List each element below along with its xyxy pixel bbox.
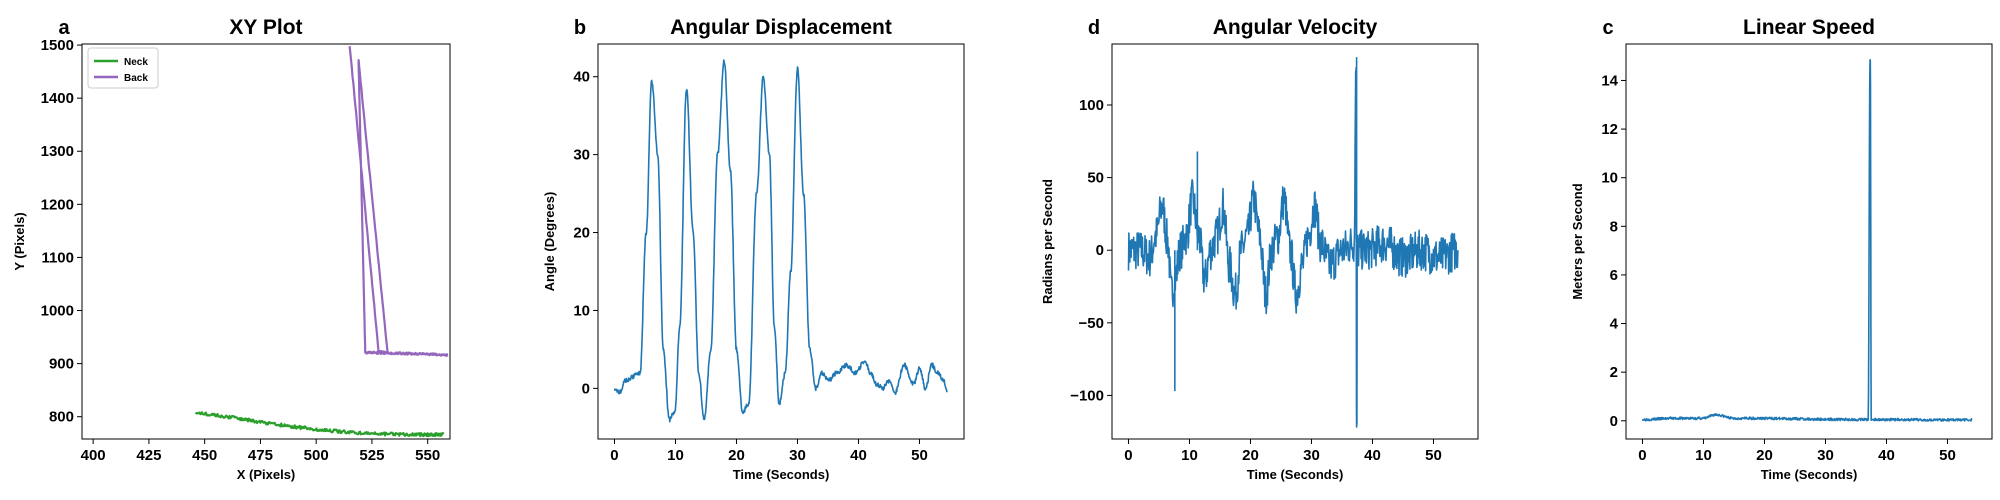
y-tick-label: 1400	[41, 90, 74, 107]
y-tick-label: 40	[573, 69, 590, 86]
plot-frame	[1111, 43, 1479, 440]
series-line-angvel	[1127, 67, 1459, 428]
x-tick-label: 550	[415, 447, 440, 464]
x-tick-label: 10	[1695, 447, 1712, 464]
y-axis-label: Y (Pixels)	[12, 212, 27, 270]
y-tick-label: 900	[49, 356, 74, 373]
y-tick-label: 20	[573, 225, 590, 242]
data-layer	[194, 45, 449, 438]
y-axis-label: Meters per Second	[1570, 183, 1585, 299]
y-tick-label: 8	[1610, 218, 1618, 235]
chart-title: XY Plot	[229, 16, 302, 39]
y-tick-label: −50	[1079, 315, 1104, 332]
x-tick-label: 0	[1638, 447, 1646, 464]
y-tick-label: 0	[1610, 413, 1618, 430]
panel-letter: a	[58, 17, 70, 39]
x-tick-label: 40	[1364, 447, 1381, 464]
x-tick-label: 475	[248, 447, 273, 464]
panel-letter: d	[1088, 17, 1100, 39]
x-tick-label: 40	[1878, 447, 1895, 464]
y-tick-label: 12	[1601, 121, 1618, 138]
data-layer	[613, 59, 948, 423]
panel-linspeed: Linear Speed c 0 10 20 30 40 50 0 2 4 6 8 10 12 14 Time …	[1570, 16, 1993, 482]
x-axis-label: Time (Seconds)	[733, 467, 830, 482]
x-tick-label: 20	[1756, 447, 1773, 464]
y-tick-label: 0	[1096, 242, 1104, 259]
series-line-neck	[194, 411, 445, 438]
series-line-back	[348, 45, 449, 357]
x-axis-label: X (Pixels)	[237, 467, 296, 482]
y-tick-label: 0	[582, 380, 590, 397]
x-tick-label: 50	[1939, 447, 1956, 464]
plot-frame	[597, 43, 965, 440]
y-tick-label: 6	[1610, 267, 1618, 284]
data-layer	[1641, 58, 1973, 422]
x-tick-label: 500	[304, 447, 329, 464]
y-tick-label: 2	[1610, 364, 1618, 381]
data-layer	[1127, 57, 1459, 428]
x-tick-label: 425	[136, 447, 161, 464]
y-tick-label: 30	[573, 147, 590, 164]
y-tick-label: 1200	[41, 196, 74, 213]
series-line-linspeed	[1641, 58, 1973, 422]
y-tick-label: 10	[1601, 170, 1618, 187]
y-tick-label: 1500	[41, 37, 74, 54]
y-tick-label: 14	[1601, 72, 1618, 89]
chart-title: Angular Displacement	[670, 16, 892, 39]
panel-angdisp: Angular Displacement b 0 10 20 30 40 50 0 10 20 30 4…	[542, 16, 965, 482]
x-tick-label: 30	[789, 447, 806, 464]
x-tick-label: 50	[911, 447, 928, 464]
y-tick-label: 50	[1087, 170, 1104, 187]
panel-xy: XY Plot a 400 425 450 475 500 525 550 800 900 1000 1…	[12, 16, 451, 482]
x-tick-label: 20	[728, 447, 745, 464]
panel-angvel: Angular Velocity d 0 10 20 30 40 50 −100 −50 0 50 10…	[1040, 16, 1479, 482]
y-axis-label: Radians per Second	[1040, 179, 1055, 304]
x-tick-label: 50	[1425, 447, 1442, 464]
y-tick-label: 1000	[41, 303, 74, 320]
chart-title: Linear Speed	[1743, 16, 1875, 39]
legend-label-neck: Neck	[124, 57, 148, 68]
plot-frame	[1625, 43, 1993, 440]
y-tick-label: 1100	[41, 249, 74, 266]
x-tick-label: 20	[1242, 447, 1259, 464]
x-tick-label: 0	[1124, 447, 1132, 464]
series-line-angdisp	[613, 59, 948, 423]
legend: Neck Back	[87, 47, 159, 89]
x-tick-label: 0	[610, 447, 618, 464]
y-tick-label: 1300	[41, 143, 74, 160]
y-tick-label: 4	[1610, 316, 1619, 333]
plot-frame	[81, 43, 451, 440]
panel-letter: c	[1602, 17, 1613, 39]
x-tick-label: 30	[1817, 447, 1834, 464]
x-tick-label: 10	[667, 447, 684, 464]
chart-title: Angular Velocity	[1213, 16, 1378, 39]
y-tick-label: 10	[573, 302, 590, 319]
x-tick-label: 450	[192, 447, 217, 464]
x-tick-label: 400	[81, 447, 106, 464]
legend-label-back: Back	[124, 73, 148, 84]
y-tick-label: −100	[1070, 387, 1104, 404]
x-tick-label: 40	[850, 447, 867, 464]
y-tick-label: 100	[1079, 97, 1104, 114]
x-tick-label: 10	[1181, 447, 1198, 464]
y-axis-label: Angle (Degrees)	[542, 192, 557, 292]
x-axis-label: Time (Seconds)	[1761, 467, 1858, 482]
y-tick-label: 800	[49, 409, 74, 426]
panel-letter: b	[574, 17, 586, 39]
x-tick-label: 525	[359, 447, 384, 464]
x-tick-label: 30	[1303, 447, 1320, 464]
x-axis-label: Time (Seconds)	[1247, 467, 1344, 482]
